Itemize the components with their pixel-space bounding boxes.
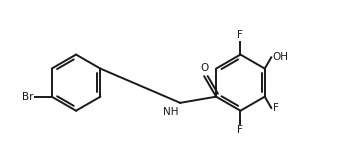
Text: F: F bbox=[238, 125, 243, 135]
Text: Br: Br bbox=[22, 92, 34, 102]
Text: F: F bbox=[238, 30, 243, 40]
Text: F: F bbox=[273, 103, 278, 113]
Text: OH: OH bbox=[273, 52, 289, 62]
Text: NH: NH bbox=[163, 107, 178, 117]
Text: O: O bbox=[201, 63, 209, 73]
